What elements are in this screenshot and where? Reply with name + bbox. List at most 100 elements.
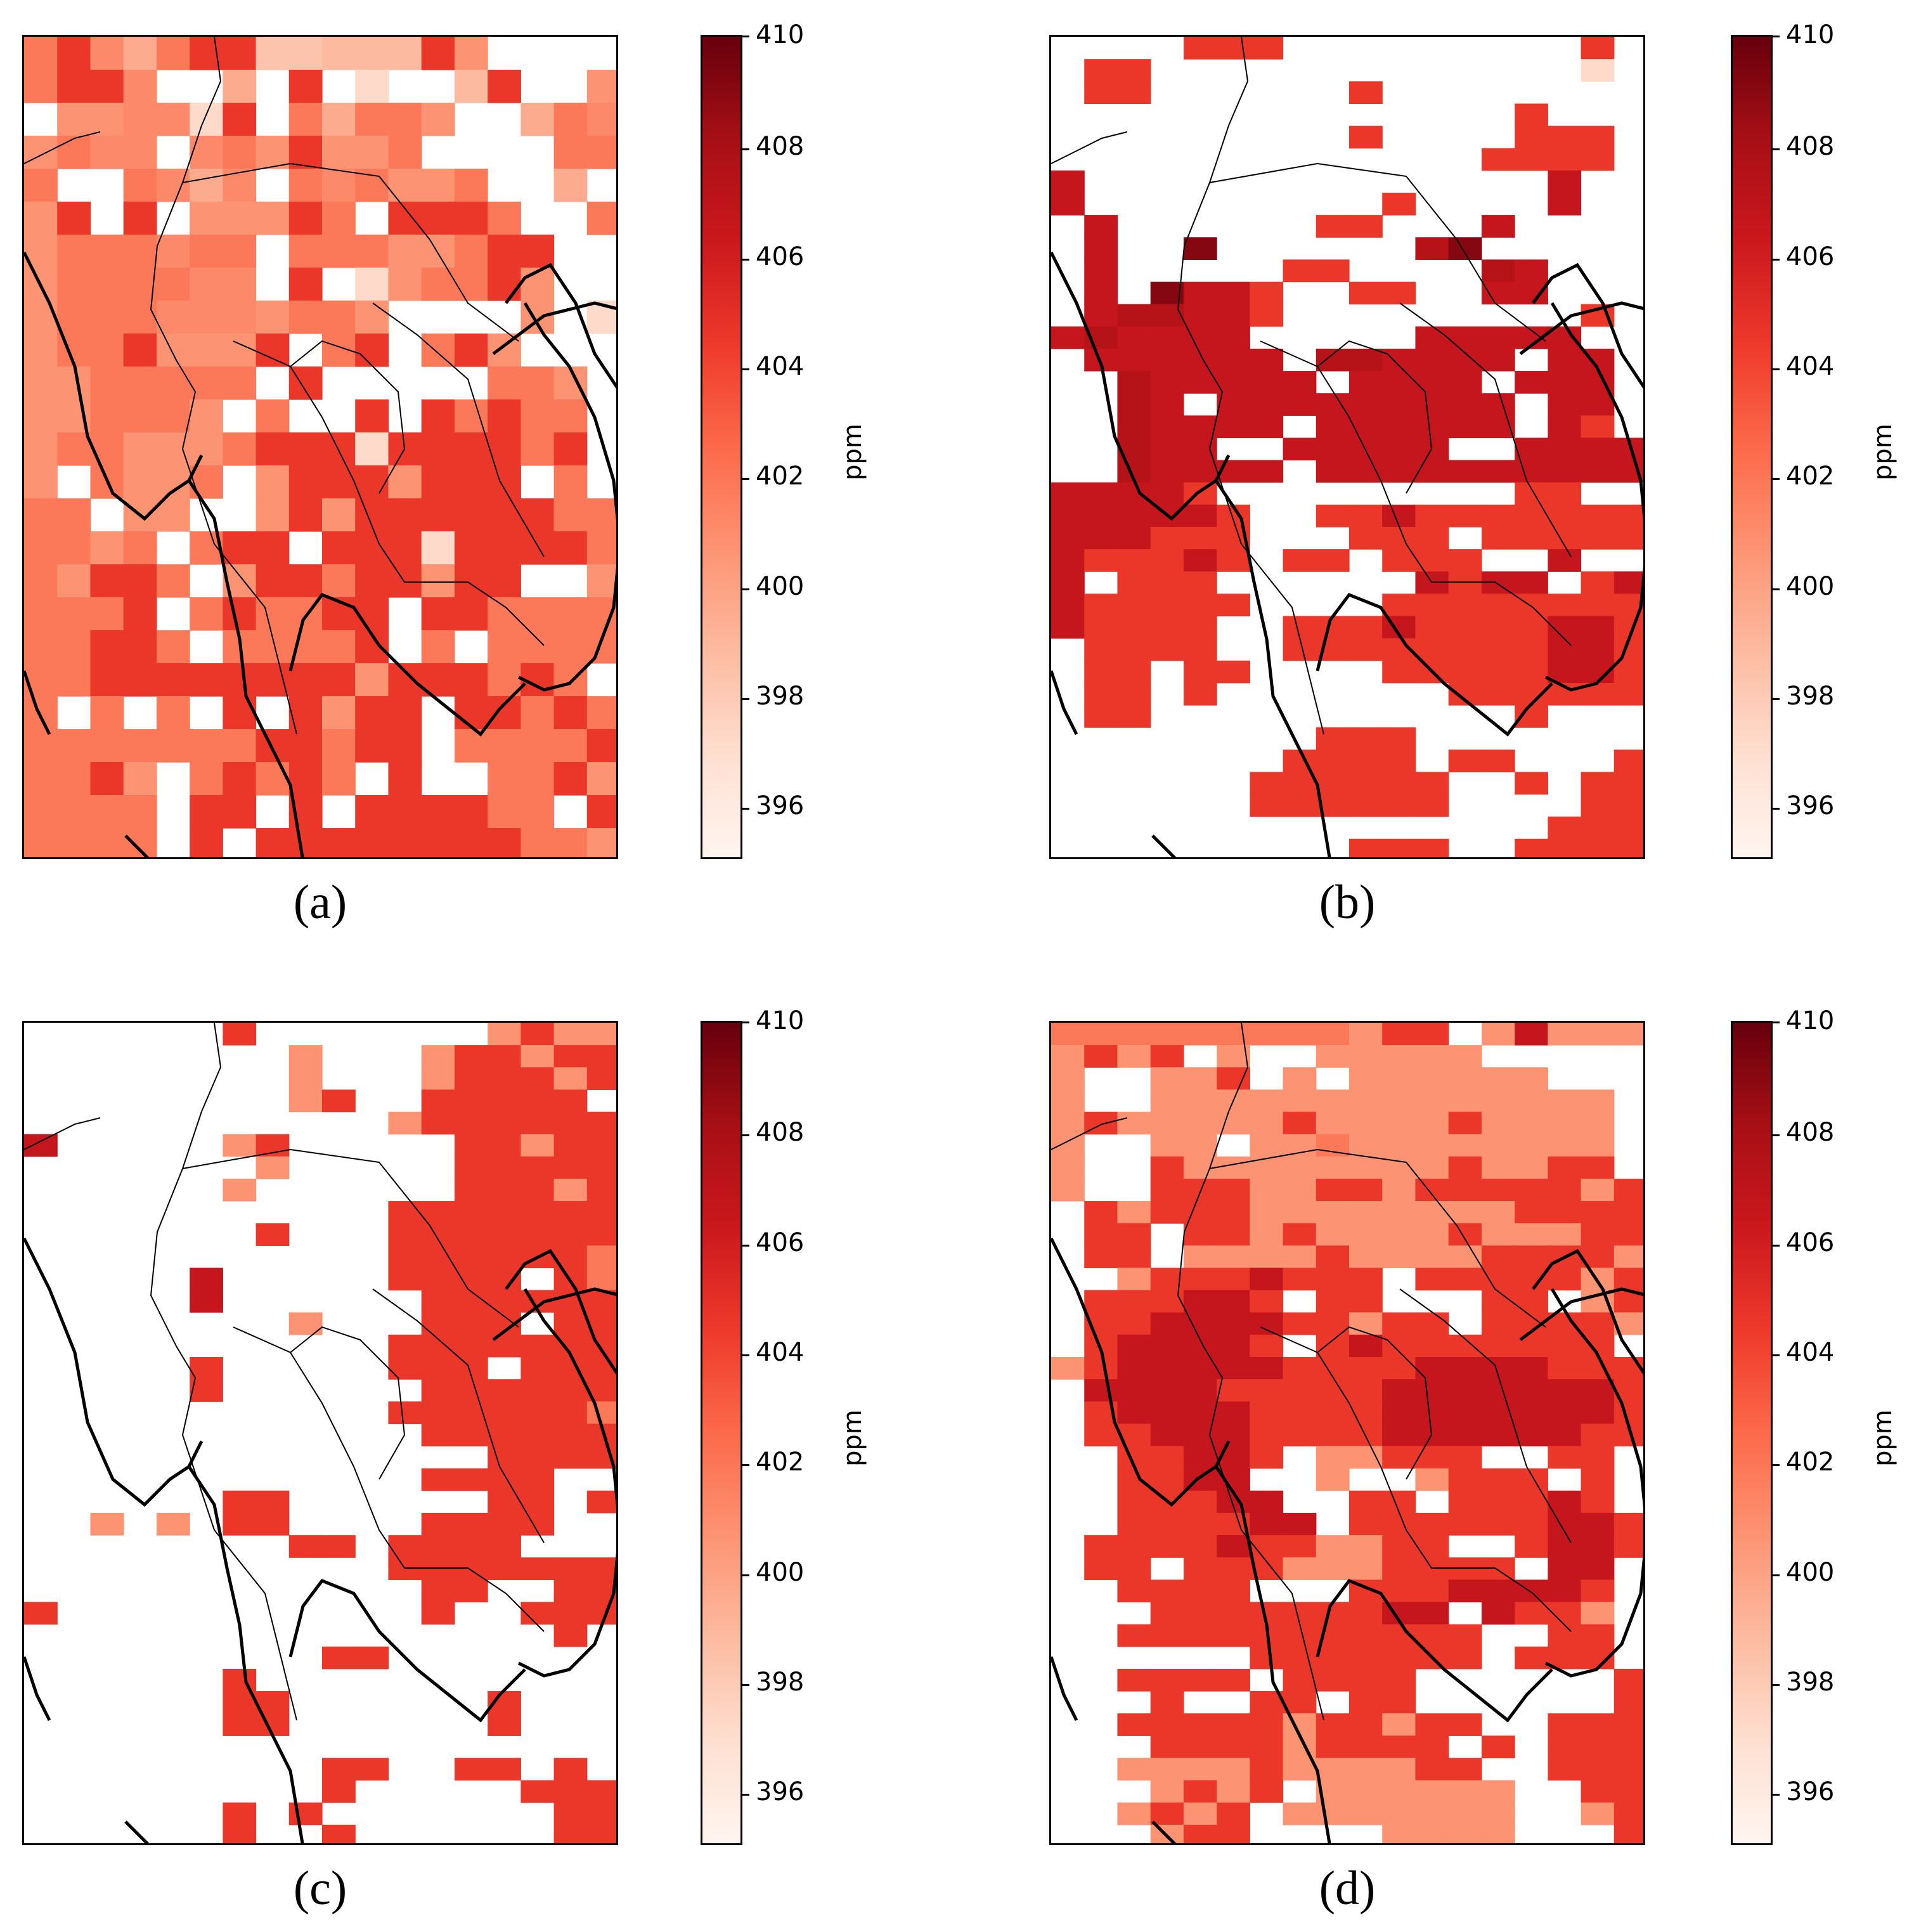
grid-cell (1150, 593, 1184, 617)
grid-cell (521, 1357, 555, 1380)
grid-cell (1250, 1735, 1284, 1759)
grid-cell (1051, 616, 1085, 639)
tick-label-410-d: 410 (1786, 1006, 1835, 1035)
grid-cell (123, 729, 157, 763)
grid-cell (1217, 1201, 1250, 1224)
grid-cell (488, 1267, 521, 1291)
grid-cell (454, 1290, 488, 1313)
grid-cell (223, 1134, 257, 1157)
grid-cell (1548, 482, 1582, 505)
map-frame-b (1049, 35, 1645, 859)
colorbar-c (701, 1021, 749, 1845)
grid-cell (190, 432, 223, 466)
grid-cell (123, 465, 157, 499)
grid-cell (521, 1334, 555, 1358)
grid-cell (1183, 326, 1217, 349)
grid-cell (1217, 1357, 1250, 1380)
grid-cell (1548, 1535, 1582, 1558)
grid-cell (288, 828, 323, 857)
grid-cell (454, 498, 488, 532)
grid-cell (24, 169, 58, 202)
grid-cell (1283, 1023, 1317, 1046)
grid-cell (1349, 1512, 1383, 1536)
grid-cell (1084, 1245, 1118, 1269)
grid-cell (223, 762, 257, 796)
grid-cell (521, 1112, 555, 1135)
grid-cell (1349, 415, 1383, 439)
grid-cell (1581, 1780, 1615, 1803)
grid-cell (1051, 549, 1085, 572)
grid-cell (190, 828, 223, 857)
tick-label-406-d: 406 (1786, 1228, 1835, 1257)
grid-cell (1448, 1379, 1482, 1402)
grid-cell (1581, 638, 1615, 661)
grid-cell (1283, 1401, 1317, 1425)
grid-cell (1283, 1512, 1317, 1536)
grid-cell (1117, 682, 1151, 706)
grid-cell (190, 136, 223, 169)
grid-cell (190, 268, 223, 301)
grid-cell (1515, 1023, 1548, 1046)
grid-cell (586, 1267, 616, 1291)
grid-cell (288, 202, 323, 235)
grid-cell (223, 1802, 257, 1825)
grid-cell (1349, 616, 1383, 639)
grid-cell (1548, 1758, 1582, 1781)
tick-label-404-c: 404 (756, 1338, 805, 1367)
grid-cell (1581, 148, 1615, 171)
grid-cell (1150, 638, 1184, 661)
grid-cell (123, 334, 157, 367)
grid-cell (1051, 192, 1085, 216)
grid-cell (1349, 1735, 1383, 1759)
grid-cell (123, 663, 157, 697)
grid-cell (1613, 504, 1643, 528)
grid-cell (553, 465, 588, 499)
grid-cell (586, 136, 616, 169)
grid-cell (1448, 1045, 1482, 1068)
grid-cell (355, 334, 389, 367)
grid-cell (553, 1223, 588, 1246)
grid-cell (1581, 393, 1615, 416)
grid-cell (1150, 1423, 1184, 1447)
grid-cell (1415, 1334, 1449, 1358)
grid-cell (355, 235, 389, 268)
grid-cell (1515, 1512, 1548, 1536)
grid-cell (553, 1156, 588, 1179)
colorbar-a (701, 35, 749, 859)
grid-cell (1415, 1357, 1449, 1380)
grid-cell (1515, 1579, 1548, 1603)
grid-cell (57, 762, 91, 796)
grid-cell (1581, 1423, 1615, 1447)
grid-cell (1515, 1646, 1548, 1669)
grid-cell (388, 37, 422, 70)
grid-cell (190, 202, 223, 235)
grid-cell (1481, 1557, 1515, 1580)
grid-cell (1415, 326, 1449, 349)
grid-cell (1415, 1579, 1449, 1603)
grid-cell (57, 630, 91, 664)
grid-cell (1515, 148, 1548, 171)
grid-cell (1283, 1646, 1317, 1669)
grid-cell (1448, 415, 1482, 439)
grid-cell (322, 696, 356, 730)
grid-cell (1283, 549, 1317, 572)
grid-cell (488, 1290, 521, 1313)
grid-cell (586, 1178, 616, 1202)
grid-cell (1481, 1379, 1515, 1402)
grid-cell (1349, 1624, 1383, 1647)
grid-cell (1316, 1178, 1350, 1202)
grid-cell (156, 729, 190, 763)
grid-cell (421, 1557, 455, 1580)
grid-cell (1448, 1089, 1482, 1113)
grid-cell (1250, 1646, 1284, 1669)
grid-cell (553, 169, 588, 202)
grid-cell (1581, 1490, 1615, 1514)
grid-cell (1316, 438, 1350, 461)
grid-cell (1316, 348, 1350, 372)
grid-cell (553, 1379, 588, 1402)
grid-cell (1448, 237, 1482, 260)
grid-cell (553, 828, 588, 857)
grid-cell (388, 531, 422, 565)
grid-cell (421, 1535, 455, 1558)
grid-cell (1448, 1713, 1482, 1736)
